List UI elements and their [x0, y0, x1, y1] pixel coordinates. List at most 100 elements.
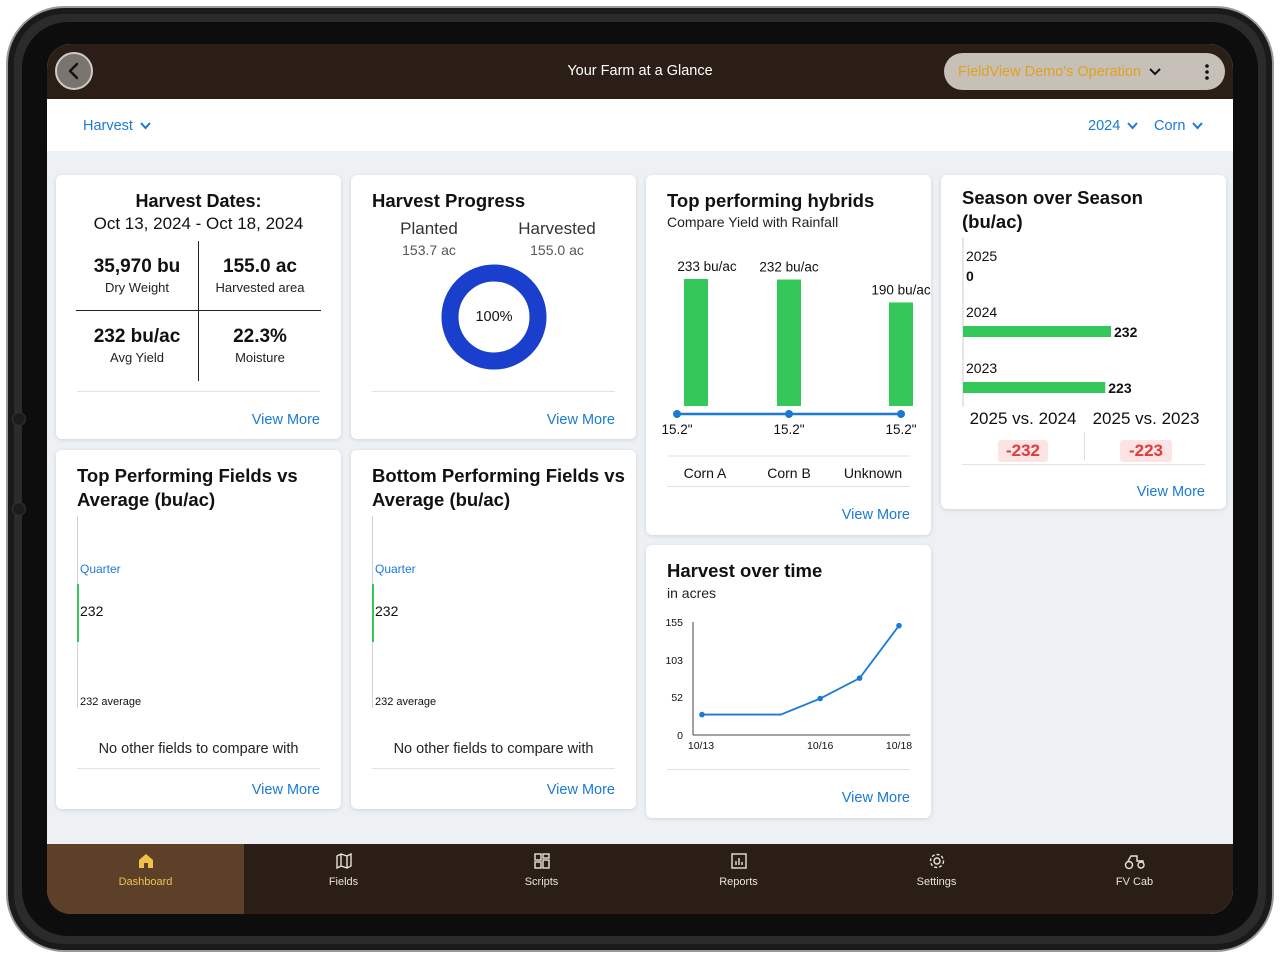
average-label: 232 average	[375, 696, 437, 708]
season-bar	[963, 326, 1111, 337]
top-fields-card: Top Performing Fields vs Average (bu/ac)…	[56, 450, 341, 809]
progress-percent: 100%	[475, 309, 513, 325]
average-label: 232 average	[80, 696, 142, 708]
harvest-over-time-view-more-link[interactable]: View More	[841, 790, 910, 806]
chevron-down-icon	[1127, 122, 1139, 130]
x-tick-label: 10/16	[807, 740, 833, 752]
progress-donut	[441, 264, 547, 370]
season-bar-chart: 2025 0 2024 232 2023 223	[962, 237, 1138, 407]
nav-label: Dashboard	[118, 876, 173, 888]
season-bar	[963, 382, 1106, 393]
rainfall-label: 15.2"	[885, 422, 916, 437]
rainfall-point	[673, 410, 681, 418]
progress-ring	[441, 264, 547, 370]
hybrid-bar	[684, 279, 708, 406]
rainfall-label: 15.2"	[773, 422, 804, 437]
nav-item-reports[interactable]: Reports	[640, 844, 837, 914]
year-filter-label: 2024	[1088, 118, 1121, 134]
y-tick-label: 155	[665, 617, 683, 629]
hybrid-value-label: 190 bu/ac	[871, 282, 931, 297]
moisture-label: Moisture	[235, 350, 285, 365]
nav-label: Reports	[719, 876, 758, 888]
bottom-fields-title-line2: Average (bu/ac)	[372, 489, 511, 510]
activity-filter[interactable]: Harvest	[83, 118, 151, 134]
nav-item-dashboard[interactable]: Dashboard	[47, 844, 244, 914]
no-fields-message: No other fields to compare with	[393, 741, 594, 757]
harvest-point	[699, 711, 705, 718]
harvest-dates-card: Harvest Dates: Oct 13, 2024 - Oct 18, 20…	[56, 175, 341, 439]
harvested-area-value: 155.0 ac	[223, 256, 297, 277]
season-value-label: 223	[1108, 380, 1132, 396]
back-button[interactable]	[55, 52, 93, 90]
hybrid-value-label: 233 bu/ac	[677, 259, 737, 274]
compare-2023-label: 2025 vs. 2023	[1092, 409, 1200, 428]
activity-filter-label: Harvest	[83, 118, 133, 134]
top-hybrids-title: Top performing hybrids	[667, 190, 875, 211]
stats-vertical-divider	[198, 241, 199, 381]
season-over-season-card: Season over Season (bu/ac) 2025 0 2024 232 2…	[941, 175, 1226, 509]
harvest-date-range: Oct 13, 2024 - Oct 18, 2024	[93, 214, 304, 233]
season-year-label: 2024	[966, 304, 997, 320]
rainfall-label: 15.2"	[661, 422, 692, 437]
harvest-dates-title: Harvest Dates:	[135, 191, 262, 211]
harvest-point	[856, 675, 863, 681]
filter-bar: Harvest 2024 Corn	[47, 99, 1233, 151]
harvest-over-time-subtitle: in acres	[667, 585, 717, 601]
camera-dot	[12, 412, 26, 426]
field-value: 232	[375, 603, 399, 619]
nav-label: FV Cab	[1115, 876, 1154, 888]
harvested-area-label: Harvested area	[215, 280, 305, 295]
crop-filter[interactable]: Corn	[1154, 118, 1204, 134]
chevron-down-icon	[1192, 122, 1204, 130]
quarter-bar	[372, 584, 374, 642]
y-tick-label: 52	[671, 692, 683, 704]
hybrid-value-label: 232 bu/ac	[759, 260, 819, 275]
bottom-fields-view-more-link[interactable]: View More	[546, 782, 615, 798]
planted-label: Planted	[400, 219, 458, 238]
harvest-point	[896, 622, 902, 629]
gear-icon	[929, 853, 944, 869]
delta-2023-badge: -223	[1120, 440, 1172, 462]
harvest-progress-view-more-link[interactable]: View More	[546, 412, 615, 428]
top-fields-title-line2: Average (bu/ac)	[77, 489, 216, 510]
top-fields-view-more-link[interactable]: View More	[251, 782, 320, 798]
planted-value: 153.7 ac	[402, 242, 456, 258]
harvest-point	[817, 695, 823, 702]
operation-selector[interactable]: FieldView Demo's Operation	[944, 53, 1225, 90]
top-hybrids-subtitle: Compare Yield with Rainfall	[667, 214, 839, 230]
quarter-label: Quarter	[375, 562, 416, 576]
season-view-more-link[interactable]: View More	[1136, 484, 1205, 500]
card-divider	[77, 768, 320, 769]
nav-item-fields[interactable]: Fields	[245, 844, 442, 914]
nav-item-fv-cab[interactable]: FV Cab	[1036, 844, 1233, 914]
card-divider	[372, 391, 615, 392]
y-tick-label: 103	[665, 655, 683, 667]
x-tick-label: 10/13	[688, 740, 714, 752]
grid-icon	[533, 853, 550, 869]
hybrid-bar	[777, 279, 801, 406]
top-bar: Your Farm at a Glance FieldView Demo's O…	[47, 44, 1233, 99]
home-icon	[138, 854, 153, 868]
season-year-label: 2025	[966, 248, 997, 264]
hybrid-bar	[889, 302, 913, 406]
dry-weight-value: 35,970 bu	[93, 256, 181, 277]
nav-item-scripts[interactable]: Scripts	[443, 844, 640, 914]
rainfall-point	[897, 410, 905, 418]
field-value: 232	[80, 603, 104, 619]
season-value-label: 232	[1114, 324, 1138, 340]
crop-filter-label: Corn	[1154, 118, 1186, 134]
app-screen: Your Farm at a Glance FieldView Demo's O…	[47, 44, 1233, 914]
more-options-icon[interactable]	[1205, 64, 1209, 80]
harvest-dates-view-more-link[interactable]: View More	[251, 412, 320, 428]
nav-item-settings[interactable]: Settings	[838, 844, 1035, 914]
chevron-down-icon	[1149, 67, 1161, 75]
card-divider	[962, 464, 1205, 465]
top-hybrids-view-more-link[interactable]: View More	[841, 507, 910, 523]
x-tick-label: 10/18	[886, 740, 912, 752]
bottom-navigation: Dashboard Fields Scripts Reports Setting…	[47, 844, 1233, 914]
card-divider	[667, 769, 910, 770]
avg-yield-label: Avg Yield	[110, 350, 164, 365]
y-tick-label: 0	[677, 730, 683, 742]
quarter-label: Quarter	[80, 562, 121, 576]
year-filter[interactable]: 2024	[1088, 118, 1139, 134]
